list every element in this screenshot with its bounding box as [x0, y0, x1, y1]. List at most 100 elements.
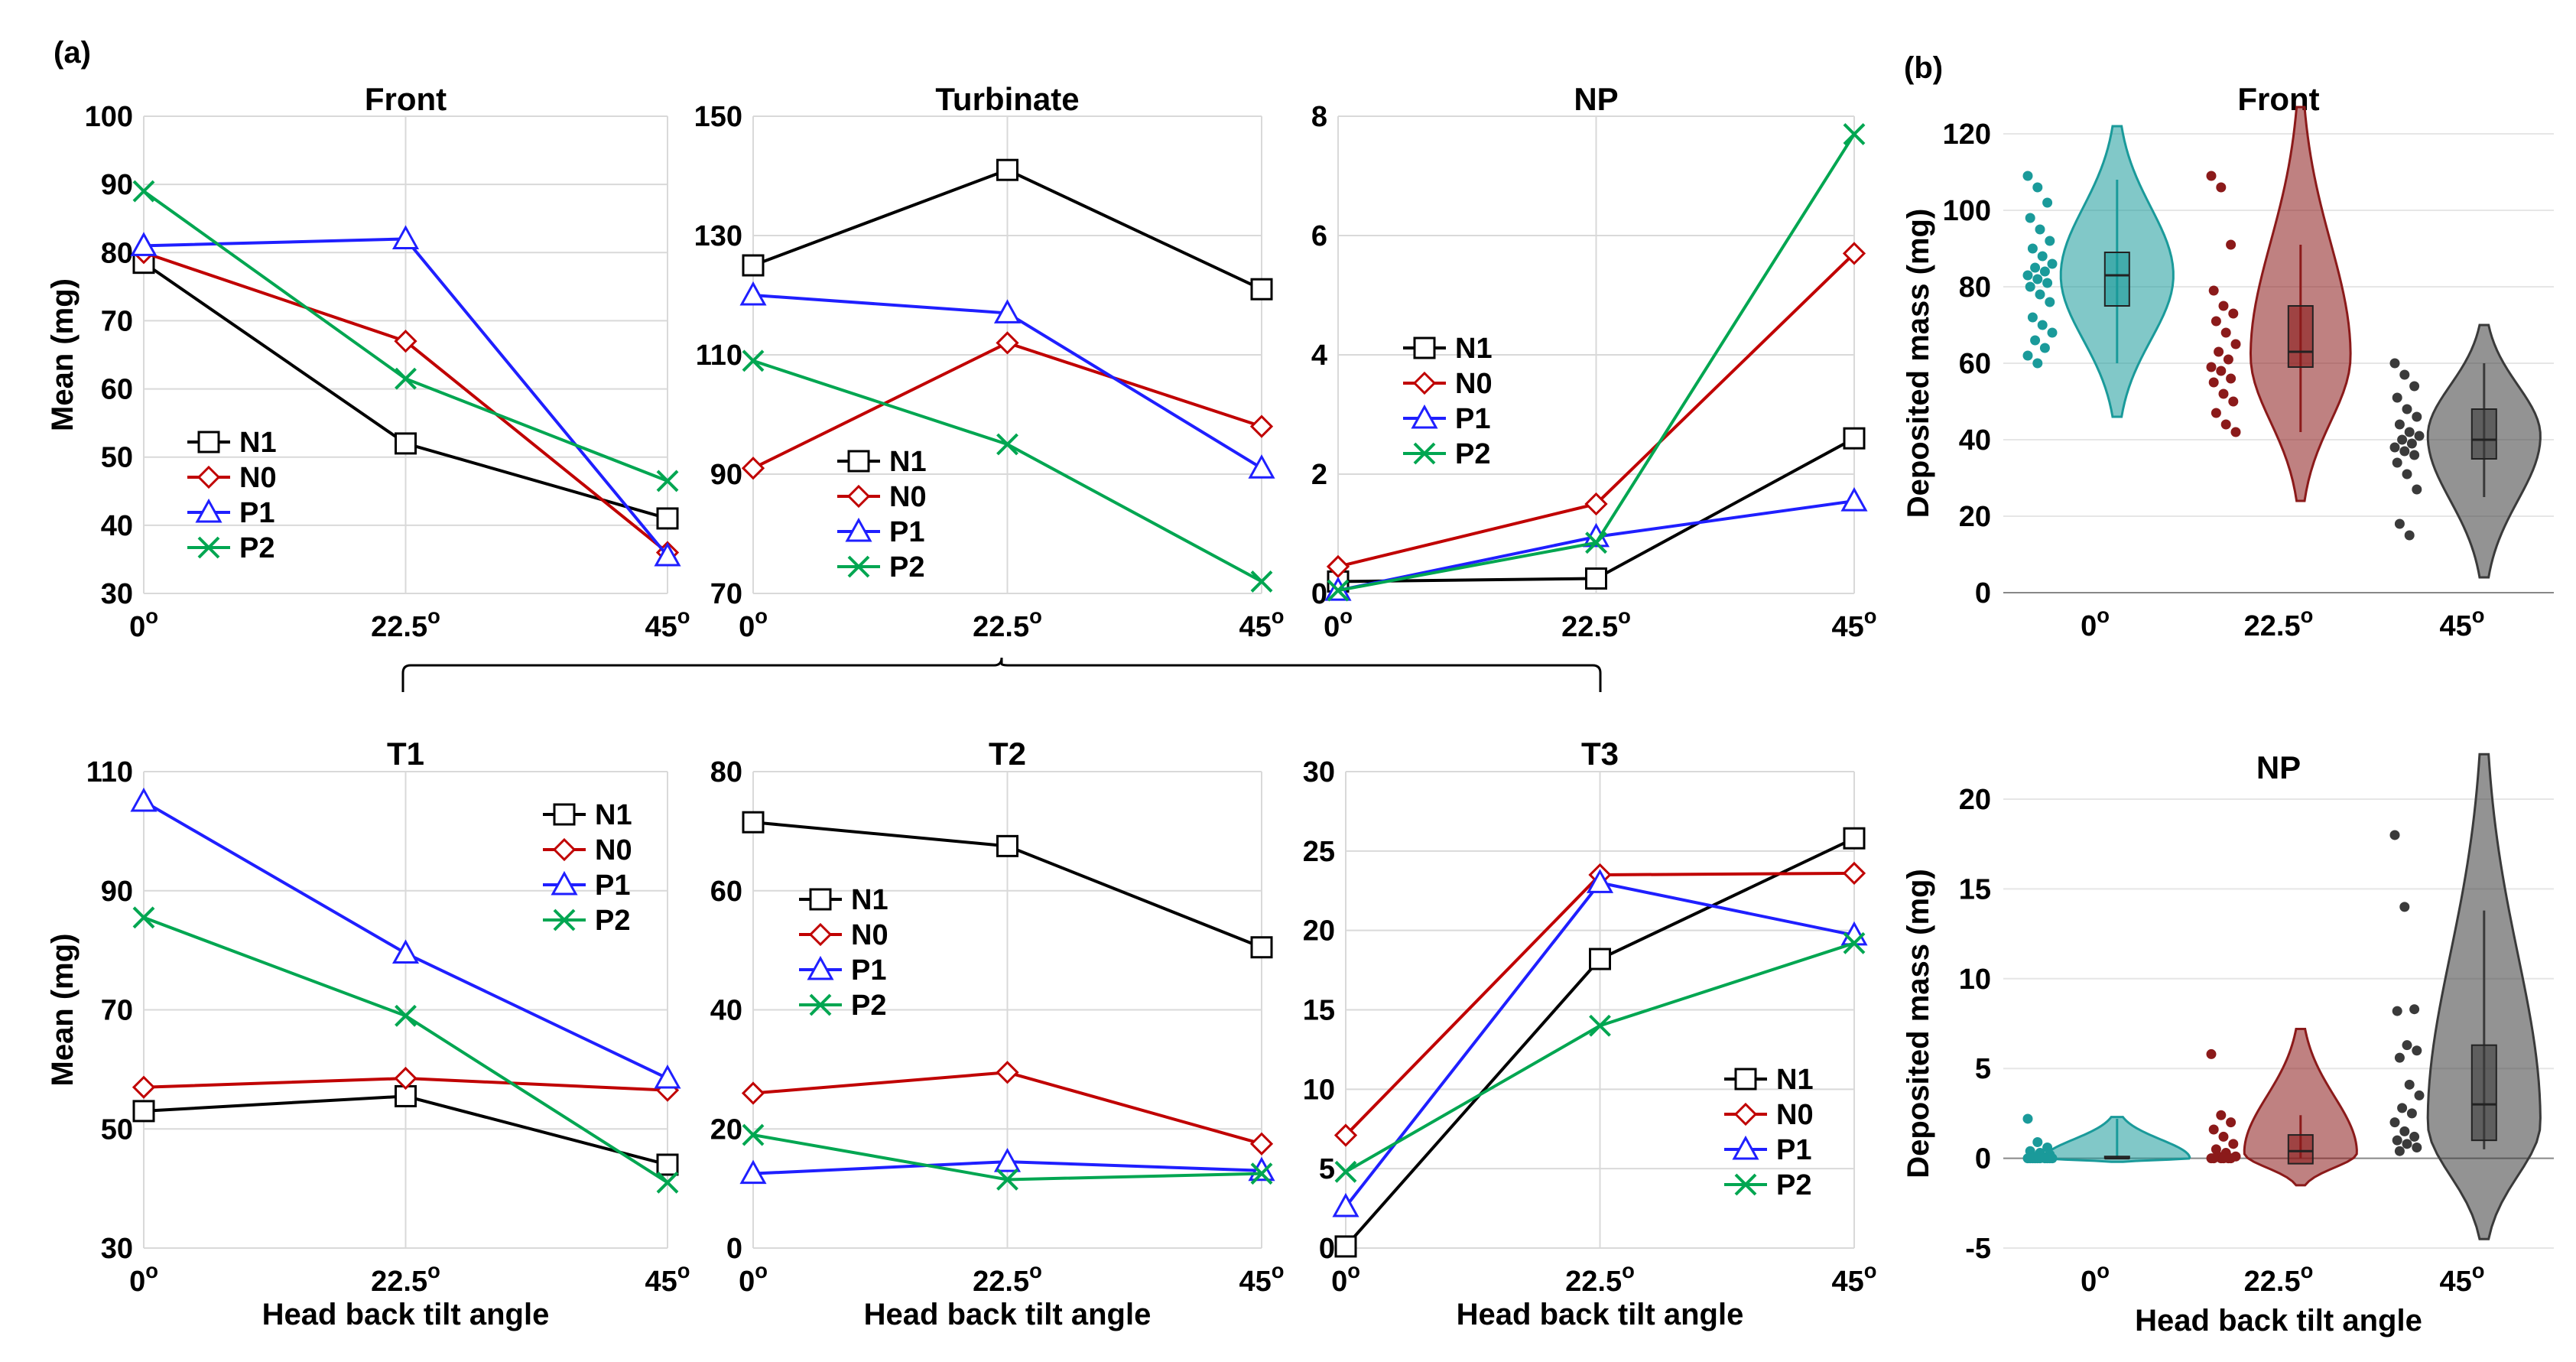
y-tick-label: 80 [710, 756, 742, 788]
y-tick-label: 6 [1311, 220, 1327, 252]
y-tick-label: 130 [694, 220, 742, 252]
data-point [2402, 404, 2412, 414]
legend-label: P2 [889, 551, 924, 583]
data-point [2208, 285, 2219, 296]
data-point-n0 [1326, 554, 1350, 579]
data-point [2404, 427, 2415, 437]
legend-marker [553, 909, 576, 931]
legend-marker [1411, 404, 1438, 429]
data-point [2226, 1117, 2237, 1128]
legend-marker [1733, 1102, 1758, 1126]
legend-marker [553, 803, 576, 826]
x-tick-label: 45o [1239, 1259, 1285, 1298]
grouping-brace [401, 657, 1602, 692]
x-axis-label: Head back tilt angle [864, 1298, 1152, 1331]
y-tick-label: 20 [1959, 501, 1991, 533]
data-point [2211, 408, 2221, 418]
legend-label: P1 [595, 870, 630, 902]
y-tick-label: 110 [86, 756, 133, 788]
x-tick-label: 22.5o [1561, 604, 1631, 643]
x-tick-label: 22.5o [2244, 1259, 2314, 1298]
data-point-p2 [1250, 570, 1273, 593]
data-point [2404, 1079, 2415, 1090]
legend-marker [1734, 1173, 1757, 1196]
panel-b-label: (b) [1904, 51, 1943, 85]
y-tick-label: 100 [1943, 195, 1991, 227]
data-point [2045, 236, 2055, 246]
y-tick-label: 8 [1311, 101, 1327, 133]
data-point-p1 [993, 1147, 1022, 1172]
data-point-p1 [739, 1159, 767, 1185]
x-tick-label: 45o [2440, 1259, 2485, 1298]
chart-t2-line: 0 20 40 60 80 0o 22.5o 45o T2 Head back tilt angl… [710, 736, 1285, 1331]
data-point [2389, 442, 2400, 453]
y-tick-label: 70 [101, 995, 133, 1027]
y-tick-label: 60 [1959, 348, 1991, 380]
data-point [2218, 1153, 2229, 1164]
data-point [2042, 197, 2053, 208]
chart-t3-line: 0 5 10 15 20 25 30 0o 22.5o 45o T3 Head back tilt a… [1303, 736, 1877, 1331]
data-point [2025, 213, 2035, 223]
y-tick-label: 2 [1311, 459, 1327, 491]
data-point-p1 [654, 1064, 681, 1089]
data-point [2230, 427, 2241, 437]
data-point [2025, 281, 2035, 292]
legend-label: N1 [1455, 333, 1493, 365]
data-point [2392, 1135, 2402, 1146]
legend-label: P2 [1776, 1169, 1811, 1201]
y-tick-label: 0 [1975, 1143, 1991, 1175]
data-point [2037, 320, 2048, 330]
box [2287, 305, 2314, 368]
x-tick-label: 0o [739, 604, 768, 643]
x-axis-label: Head back tilt angle [1457, 1298, 1744, 1331]
data-point-p1 [130, 232, 158, 256]
data-point-p2 [996, 1169, 1018, 1191]
x-tick-label: 22.5o [1565, 1259, 1635, 1298]
data-point [2414, 431, 2425, 441]
legend-label: P1 [851, 954, 886, 987]
data-point-n0 [394, 330, 417, 353]
data-point [2208, 1124, 2219, 1135]
data-point [2414, 1090, 2425, 1100]
data-point [2409, 1004, 2420, 1015]
data-point [2022, 270, 2033, 281]
y-tick-label: 110 [696, 340, 742, 372]
data-point [2397, 434, 2408, 445]
data-point [2032, 182, 2043, 193]
data-point-n1 [1585, 567, 1607, 590]
data-point [2037, 251, 2048, 262]
data-point-p2 [1585, 531, 1607, 554]
y-tick-label: 60 [101, 374, 133, 406]
x-tick-label: 45o [645, 1259, 690, 1298]
data-point-n0 [132, 1075, 156, 1099]
legend-marker [1413, 442, 1436, 465]
data-point [2399, 902, 2410, 912]
data-point [2022, 1113, 2033, 1124]
x-tick-label: 0o [129, 604, 158, 643]
data-point [2032, 274, 2043, 284]
data-point-p1 [739, 281, 767, 306]
data-point-n1 [656, 507, 679, 530]
data-point [2389, 830, 2400, 840]
y-tick-label: 20 [710, 1113, 742, 1146]
data-point-p1 [391, 225, 420, 249]
y-tick-label: 80 [1959, 271, 1991, 304]
data-point [2214, 346, 2224, 357]
legend-marker [197, 431, 220, 453]
data-point [2409, 381, 2420, 392]
y-tick-label: 25 [1303, 836, 1335, 868]
y-tick-label: 50 [101, 442, 133, 474]
chart-title: T3 [1581, 736, 1619, 772]
y-tick-label: 0 [1319, 1233, 1335, 1265]
y-axis-label: Deposited mass (mg) [1902, 869, 1935, 1178]
data-point [2409, 1131, 2420, 1142]
data-point [2047, 327, 2058, 338]
data-point-p2 [395, 367, 417, 390]
chart-title: Front [365, 81, 447, 117]
data-point-n1 [742, 254, 765, 277]
legend-label: N0 [1455, 368, 1493, 400]
y-tick-label: 0 [726, 1233, 742, 1265]
chart-title: T2 [989, 736, 1026, 772]
data-point [2392, 392, 2402, 403]
y-axis-label: Mean (mg) [46, 934, 80, 1087]
